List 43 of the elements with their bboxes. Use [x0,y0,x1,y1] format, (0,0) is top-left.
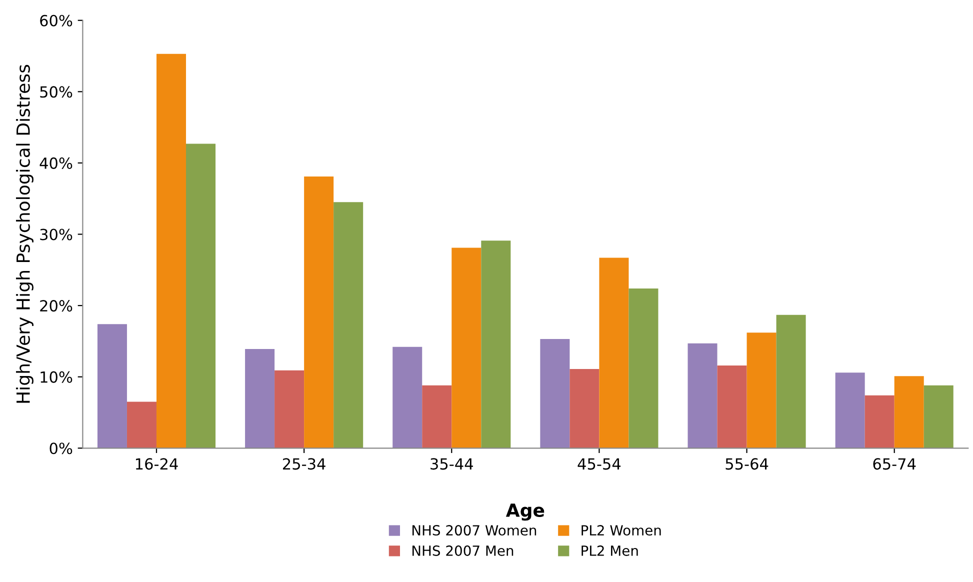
y-tick-label: 60% [40,14,72,26]
legend-label: NHS 2007 Men [412,545,514,556]
x-tick-label: 55-64 [726,458,768,470]
x-tick-label: 35-44 [430,458,473,470]
bar [835,372,865,448]
y-tick-label: 40% [40,157,72,169]
bar [599,258,629,448]
x-tick-label: 65-74 [873,458,916,470]
bar [392,346,422,448]
bar [688,343,718,448]
bar [481,240,511,448]
bar [717,365,747,448]
bar [126,402,156,448]
legend-label: PL2 Men [582,545,638,556]
y-tick-label: 50% [40,86,72,98]
bar [452,248,482,448]
bar [245,349,275,448]
bar [746,332,776,448]
bar [156,54,186,448]
y-tick-label: 30% [40,228,72,240]
bar [186,144,216,448]
x-tick-label: 25-34 [282,458,326,470]
bar [274,370,304,448]
y-axis-title: High/Very High Psychological Distress [16,64,34,403]
bar [422,385,452,448]
bar [97,324,127,448]
y-tick-label: 10% [40,371,72,383]
bar [304,176,334,448]
y-tick-label: 20% [40,300,72,312]
legend-label: NHS 2007 Women [412,525,536,536]
x-tick-label: 45-54 [578,458,621,470]
bar [894,376,924,448]
bar [864,395,894,448]
x-tick-label: 16-24 [136,458,178,470]
bar [334,202,364,448]
legend-label: PL2 Women [582,525,661,536]
bar [540,339,570,448]
bar [628,288,658,448]
bar [776,314,806,448]
x-axis-title: Age [506,504,544,521]
bar [924,385,954,448]
y-tick-label: 0% [50,442,72,454]
bar [570,369,600,448]
